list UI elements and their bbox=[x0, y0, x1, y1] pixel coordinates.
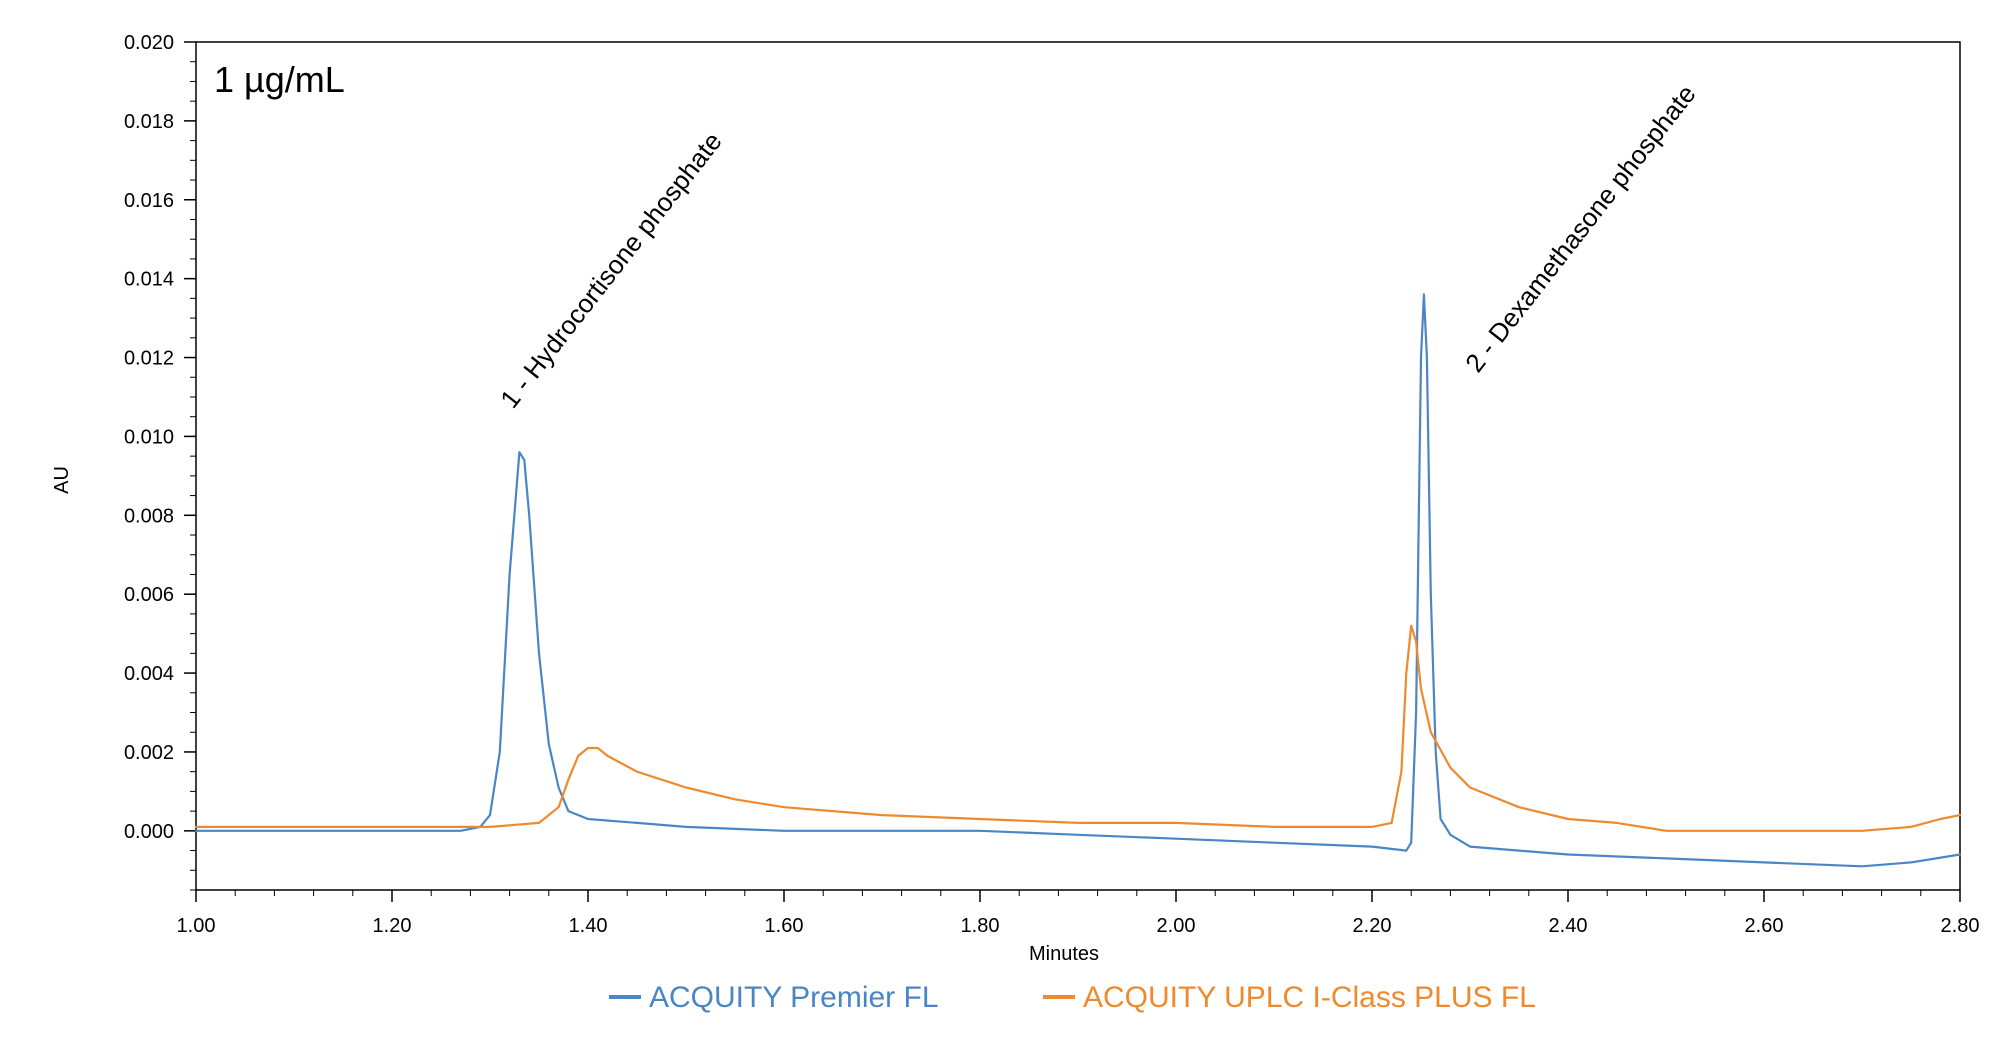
y-tick-label: 0.006 bbox=[124, 584, 174, 606]
y-tick-label: 0.016 bbox=[124, 190, 174, 212]
x-axis: 1.00 1.20 1.40 1.60 1.80 2.00 2.20 2.40 2.60 2.80 bbox=[177, 890, 1980, 937]
y-tick-label: 0.008 bbox=[124, 505, 174, 527]
y-tick-label: 0.012 bbox=[124, 348, 174, 370]
legend: ACQUITY Premier FL ACQUITY UPLC I-Class … bbox=[609, 981, 1536, 1014]
y-tick-label: 0.010 bbox=[124, 426, 174, 448]
y-tick-label: 0.014 bbox=[124, 269, 174, 291]
x-tick-label: 2.80 bbox=[1941, 915, 1980, 937]
x-tick-label: 1.60 bbox=[765, 915, 804, 937]
x-tick-label: 1.20 bbox=[373, 915, 412, 937]
series-layer bbox=[194, 293, 1962, 868]
x-tick-label: 2.00 bbox=[1157, 915, 1196, 937]
series-line-iclass bbox=[194, 624, 1962, 832]
x-tick-label: 1.80 bbox=[961, 915, 1000, 937]
legend-label-premier: ACQUITY Premier FL bbox=[649, 981, 939, 1014]
y-tick-label: 0.000 bbox=[124, 821, 174, 843]
plot-frame bbox=[195, 41, 1961, 891]
x-tick-label: 1.40 bbox=[569, 915, 608, 937]
y-tick-label: 0.020 bbox=[124, 32, 174, 54]
series-line-premier bbox=[194, 293, 1962, 868]
legend-label-iclass: ACQUITY UPLC I-Class PLUS FL bbox=[1083, 981, 1536, 1014]
chart-title: 1 µg/mL bbox=[214, 59, 345, 100]
x-tick-label: 2.60 bbox=[1745, 915, 1784, 937]
y-tick-label: 0.002 bbox=[124, 742, 174, 764]
annotation-peak-2: 2 - Dexamethasone phosphate bbox=[1459, 79, 1702, 378]
x-tick-label: 1.00 bbox=[177, 915, 216, 937]
y-tick-label: 0.018 bbox=[124, 111, 174, 133]
x-tick-label: 2.20 bbox=[1353, 915, 1392, 937]
annotation-peak-1: 1 - Hydrocortisone phosphate bbox=[494, 126, 728, 413]
x-tick-label: 2.40 bbox=[1549, 915, 1588, 937]
y-tick-label: 0.004 bbox=[124, 663, 174, 685]
x-axis-label: Minutes bbox=[1029, 943, 1099, 965]
y-axis-label: AU bbox=[51, 466, 73, 494]
y-axis: 0.000 0.002 0.004 0.006 0.008 0.010 0.012 0.014… bbox=[124, 32, 196, 891]
